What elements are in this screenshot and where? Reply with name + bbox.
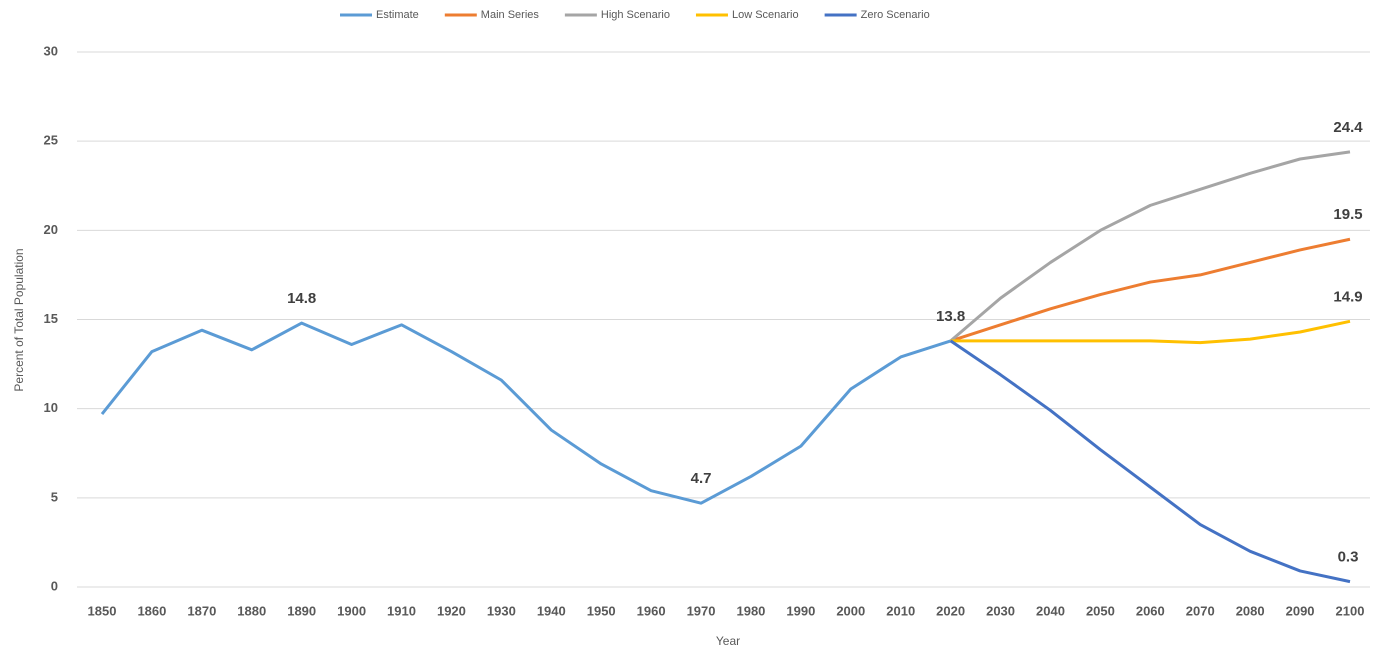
y-tick-label: 5 [51,489,58,504]
x-tick-label: 2010 [886,603,915,618]
data-label: 14.8 [287,290,316,307]
x-tick-label: 2020 [936,603,965,618]
x-tick-label: 1870 [187,603,216,618]
series-line [100,321,952,505]
x-tick-label: 1890 [287,603,316,618]
x-tick-label: 1900 [337,603,366,618]
data-label: 13.8 [936,308,965,325]
x-tick-label: 2000 [836,603,865,618]
x-tick-label: 1980 [736,603,765,618]
x-tick-label: 1910 [387,603,416,618]
x-tick-label: 2060 [1136,603,1165,618]
data-label: 19.5 [1333,206,1362,223]
legend-label: Low Scenario [732,9,799,21]
x-tick-label: 2050 [1086,603,1115,618]
series-line [949,150,1351,343]
x-tick-label: 1880 [237,603,266,618]
data-label: 14.9 [1333,288,1362,305]
legend-label: Estimate [376,9,419,21]
x-tick-label: 2040 [1036,603,1065,618]
x-tick-label: 1940 [537,603,566,618]
y-tick-label: 30 [44,43,58,58]
series-line [949,339,1351,584]
data-label: 0.3 [1338,549,1359,566]
y-tick-label: 25 [44,133,58,148]
series-line [950,237,1351,343]
x-tick-label: 1970 [687,603,716,618]
x-tick-label: 2090 [1286,603,1315,618]
x-tick-label: 2030 [986,603,1015,618]
x-tick-label: 2100 [1336,603,1365,618]
x-tick-label: 2080 [1236,603,1265,618]
y-tick-label: 10 [44,400,58,415]
series-line [950,319,1351,345]
x-tick-label: 1950 [587,603,616,618]
x-axis-title: Year [716,634,740,648]
x-tick-label: 1960 [637,603,666,618]
legend-label: Zero Scenario [861,9,930,21]
x-tick-label: 1850 [88,603,117,618]
legend-label: High Scenario [601,9,670,21]
x-tick-label: 1920 [437,603,466,618]
y-tick-label: 20 [44,222,58,237]
x-tick-label: 1930 [487,603,516,618]
data-label: 24.4 [1333,119,1363,136]
y-tick-label: 0 [51,578,58,593]
data-label: 4.7 [691,470,712,487]
y-axis-title: Percent of Total Population [12,248,26,391]
y-tick-label: 15 [44,311,58,326]
x-tick-label: 2070 [1186,603,1215,618]
legend-label: Main Series [481,9,540,21]
x-tick-label: 1860 [137,603,166,618]
x-tick-label: 1990 [786,603,815,618]
